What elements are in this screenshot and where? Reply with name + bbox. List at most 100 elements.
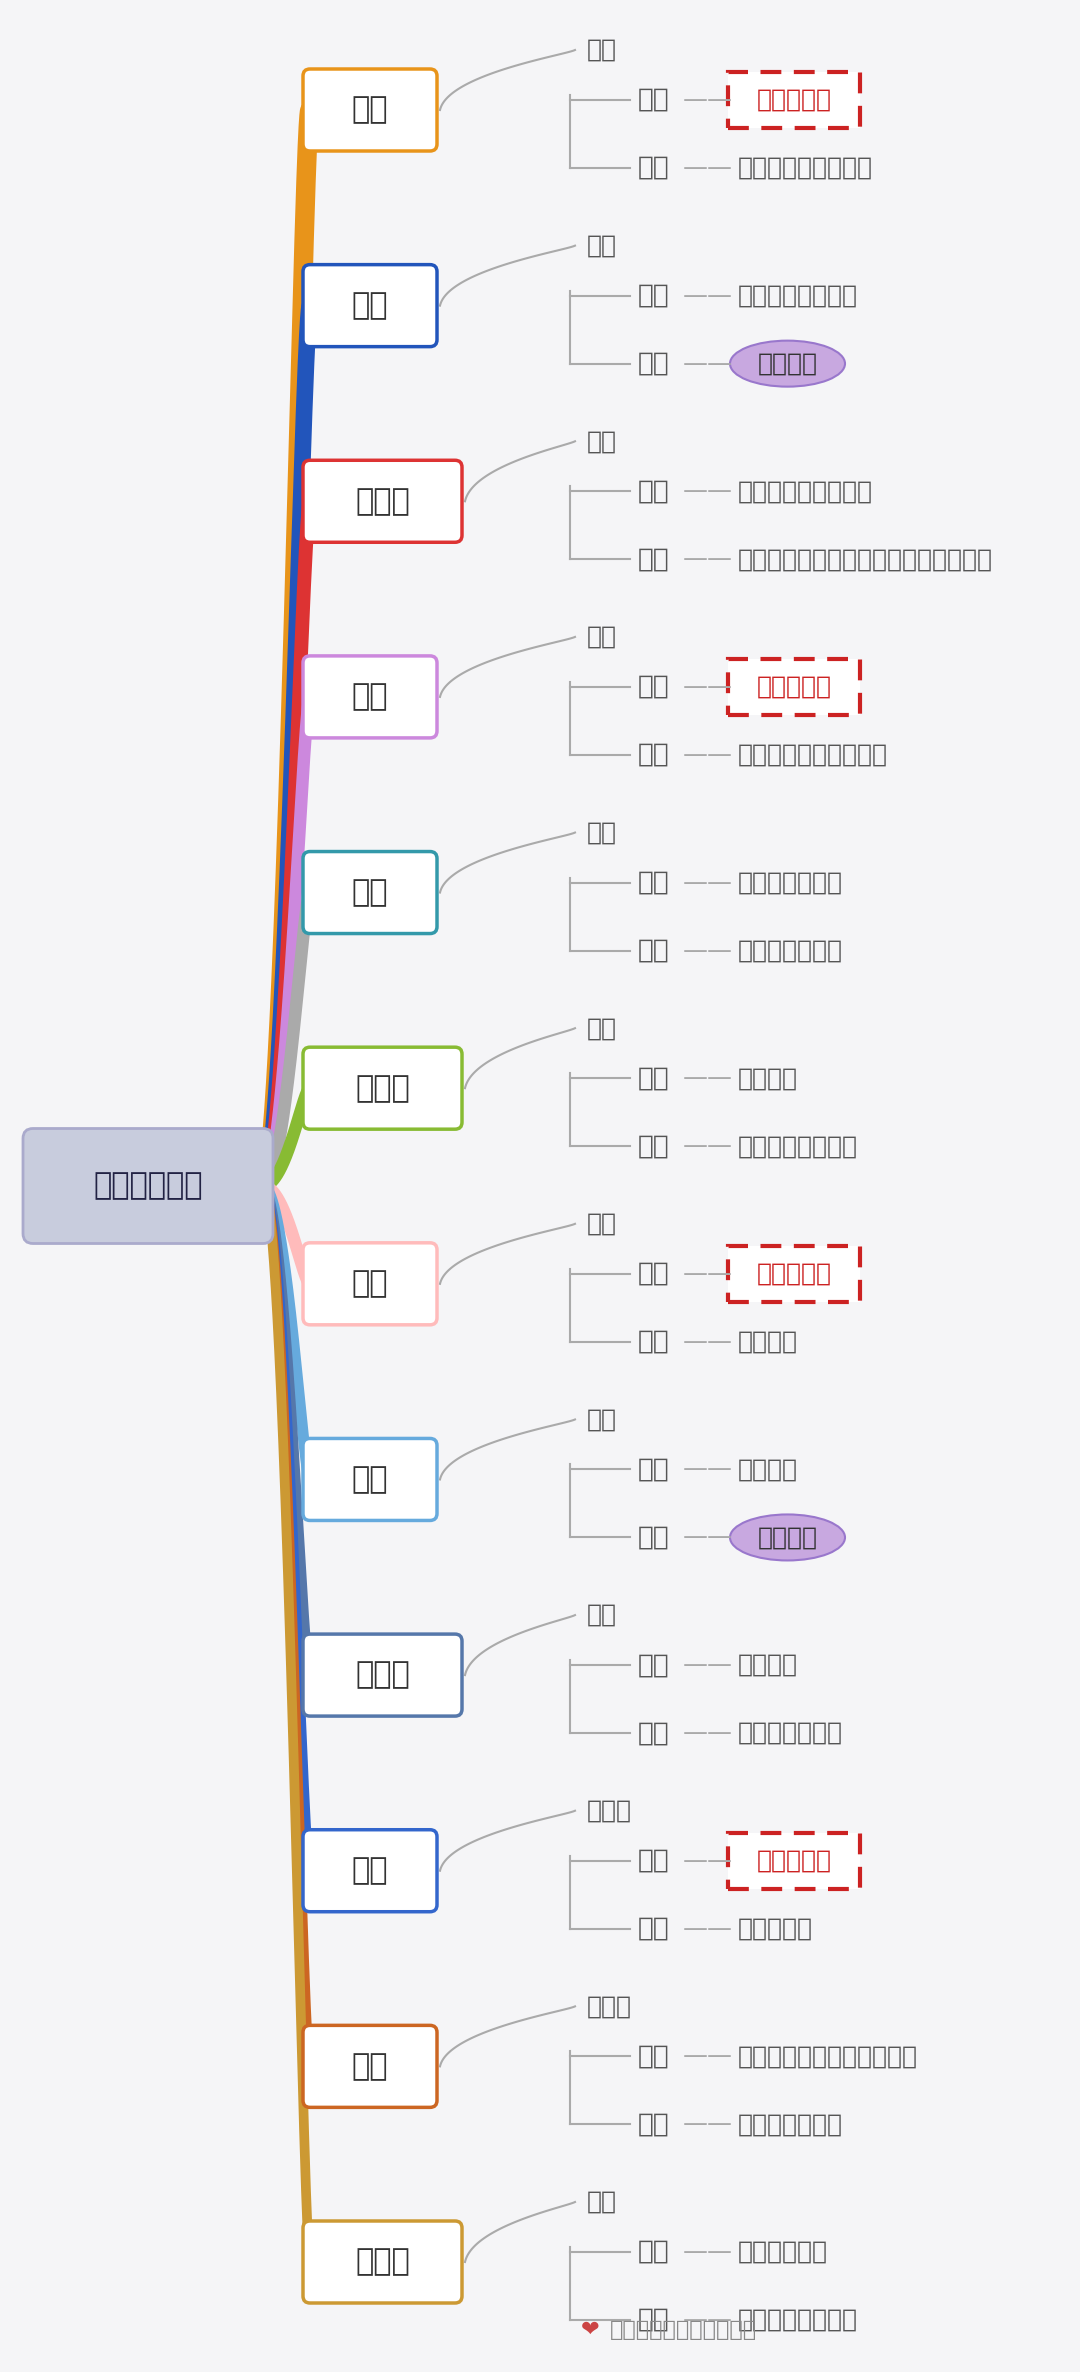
- Text: 小寒: 小寒: [638, 2239, 670, 2265]
- Text: ——: ——: [683, 2045, 733, 2068]
- FancyBboxPatch shape: [303, 2026, 437, 2106]
- Text: 白露: 白露: [638, 1456, 670, 1482]
- Text: 十月: 十月: [588, 1603, 617, 1627]
- Text: 昼夜平分: 昼夜平分: [757, 1525, 818, 1549]
- Text: ——: ——: [683, 1722, 733, 1746]
- Text: 三月: 三月: [588, 232, 617, 259]
- FancyBboxPatch shape: [303, 1829, 437, 1912]
- Text: 一月: 一月: [588, 2189, 617, 2213]
- Text: 寒霜降: 寒霜降: [355, 1660, 410, 1689]
- Ellipse shape: [730, 1513, 845, 1561]
- Text: 春雨: 春雨: [352, 95, 388, 123]
- Text: 十一月: 十一月: [588, 1798, 632, 1822]
- Text: 八月: 八月: [588, 1212, 617, 1236]
- Text: 小暑: 小暑: [638, 1065, 670, 1091]
- Text: 寒露: 寒露: [638, 1651, 670, 1677]
- Text: ——: ——: [683, 1456, 733, 1482]
- FancyBboxPatch shape: [303, 460, 462, 543]
- Text: 夏天结束: 夏天结束: [738, 1331, 798, 1354]
- Text: 麦类等作物成熟: 麦类等作物成熟: [738, 871, 843, 894]
- FancyBboxPatch shape: [303, 69, 437, 152]
- Text: 大暑: 大暑: [638, 1134, 670, 1160]
- Text: ——: ——: [683, 1848, 733, 1874]
- FancyBboxPatch shape: [303, 657, 437, 738]
- Text: 谷雨: 谷雨: [638, 546, 670, 572]
- Text: 天气转凉: 天气转凉: [738, 1456, 798, 1482]
- Text: 暑相连: 暑相连: [355, 1075, 410, 1103]
- FancyBboxPatch shape: [23, 1129, 273, 1243]
- Text: 立冬: 立冬: [638, 1848, 670, 1874]
- Text: 夏熟作物籽粒开始饱满: 夏熟作物籽粒开始饱满: [738, 742, 888, 766]
- Text: 二月: 二月: [588, 38, 617, 62]
- Text: ——: ——: [683, 1525, 733, 1549]
- Text: 秋季的开始: 秋季的开始: [756, 1262, 832, 1286]
- Text: 惊春: 惊春: [352, 292, 388, 320]
- Text: ——: ——: [683, 1917, 733, 1940]
- Text: ——: ——: [683, 479, 733, 503]
- Text: 立春: 立春: [638, 88, 670, 114]
- FancyBboxPatch shape: [303, 1046, 462, 1129]
- Text: 夏至: 夏至: [638, 937, 670, 963]
- Text: ——: ——: [683, 939, 733, 963]
- Text: 二十四节气歌: 二十四节气歌: [93, 1172, 203, 1200]
- Text: 昼夜平分: 昼夜平分: [757, 351, 818, 375]
- FancyBboxPatch shape: [303, 1634, 462, 1715]
- Text: ——: ——: [683, 2308, 733, 2332]
- Text: 六月: 六月: [588, 821, 617, 844]
- Text: 立夏: 立夏: [638, 674, 670, 700]
- Text: 九月: 九月: [588, 1407, 617, 1430]
- Text: ——: ——: [683, 351, 733, 375]
- Text: 惊蛰: 惊蛰: [638, 282, 670, 308]
- Text: ——: ——: [683, 1134, 733, 1158]
- Text: ——: ——: [683, 1331, 733, 1354]
- Text: 芒夏: 芒夏: [352, 878, 388, 906]
- Text: 冬雪: 冬雪: [352, 1857, 388, 1886]
- Text: 一年中最冷的时候: 一年中最冷的时候: [738, 2308, 858, 2332]
- Text: 开始下小雪: 开始下小雪: [738, 1917, 813, 1940]
- Text: 雨水: 雨水: [638, 154, 670, 180]
- Text: ❤: ❤: [581, 2320, 599, 2341]
- Text: 寒冷的冬天到来: 寒冷的冬天到来: [738, 2113, 843, 2137]
- Text: 大寒: 大寒: [638, 2308, 670, 2334]
- Text: 春季的开始: 春季的开始: [756, 88, 832, 111]
- Text: 将要结冰: 将要结冰: [738, 1653, 798, 1677]
- Text: 小满: 小满: [638, 742, 670, 769]
- Text: 炎热的夏天来临: 炎热的夏天来临: [738, 939, 843, 963]
- Text: 冬至: 冬至: [638, 2111, 670, 2137]
- Text: ——: ——: [683, 88, 733, 111]
- Text: 处暑: 处暑: [638, 1328, 670, 1354]
- Text: ——: ——: [683, 742, 733, 766]
- Text: ——: ——: [683, 285, 733, 308]
- Text: 雪冬: 雪冬: [352, 2052, 388, 2080]
- Text: 立秋: 立秋: [638, 1262, 670, 1288]
- Text: ——: ——: [683, 871, 733, 894]
- Text: 夏季的开始: 夏季的开始: [756, 676, 832, 700]
- Text: ——: ——: [683, 1653, 733, 1677]
- Ellipse shape: [730, 342, 845, 387]
- Text: 清明: 清明: [638, 479, 670, 505]
- Text: 雨量充足而及时，谷类作物能茁壮成长: 雨量充足而及时，谷类作物能茁壮成长: [738, 548, 993, 572]
- Text: 芒种: 芒种: [638, 871, 670, 897]
- Text: 天气渐冷，有霜: 天气渐冷，有霜: [738, 1722, 843, 1746]
- Text: ——: ——: [683, 157, 733, 180]
- Text: 霜降: 霜降: [638, 1720, 670, 1746]
- Text: 夏满: 夏满: [352, 683, 388, 712]
- Text: 四月: 四月: [588, 429, 617, 453]
- Text: ——: ——: [683, 548, 733, 572]
- FancyBboxPatch shape: [303, 852, 437, 935]
- Text: ——: ——: [683, 676, 733, 700]
- Text: 天气晴朗，草木繁茂: 天气晴朗，草木繁茂: [738, 479, 873, 503]
- Text: 露秋: 露秋: [352, 1466, 388, 1494]
- Text: 清谷天: 清谷天: [355, 486, 410, 515]
- FancyBboxPatch shape: [728, 1245, 860, 1302]
- FancyBboxPatch shape: [303, 266, 437, 346]
- Text: 小雪: 小雪: [638, 1917, 670, 1943]
- Text: 气候开始寒冷: 气候开始寒冷: [738, 2239, 828, 2263]
- Text: 五月: 五月: [588, 624, 617, 650]
- Text: ——: ——: [683, 1262, 733, 1286]
- Text: 秋分: 秋分: [638, 1525, 670, 1551]
- Text: 惊醒了冬眠的动物: 惊醒了冬眠的动物: [738, 285, 858, 308]
- Text: 长颈子老师的创意写作坊: 长颈子老师的创意写作坊: [610, 2320, 757, 2341]
- Text: 降雪量增多，地面可能积雪: 降雪量增多，地面可能积雪: [738, 2045, 918, 2068]
- FancyBboxPatch shape: [728, 1834, 860, 1888]
